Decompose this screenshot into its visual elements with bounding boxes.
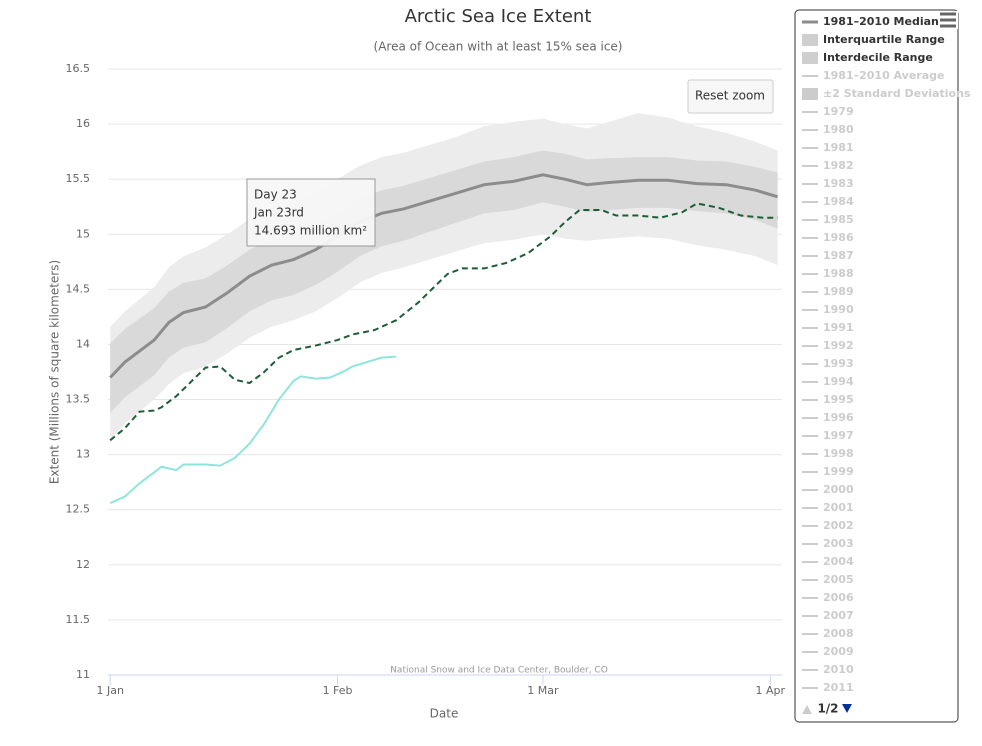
legend-label[interactable]: 1994 bbox=[823, 375, 854, 388]
legend-label[interactable]: 1995 bbox=[823, 393, 854, 406]
y-tick-label: 11.5 bbox=[66, 613, 91, 626]
legend-label[interactable]: 1989 bbox=[823, 285, 854, 298]
legend-label[interactable]: 1998 bbox=[823, 447, 854, 460]
legend-label[interactable]: 2004 bbox=[823, 555, 854, 568]
y-axis-title: Extent (Millions of square kilometers) bbox=[48, 260, 62, 484]
chart-subtitle: (Area of Ocean with at least 15% sea ice… bbox=[374, 40, 623, 54]
legend-label[interactable]: 2007 bbox=[823, 609, 854, 622]
tooltip: Day 23 Jan 23rd 14.693 million km² bbox=[246, 178, 376, 247]
x-tick-label: 1 Apr bbox=[755, 684, 785, 697]
credits: National Snow and Ice Data Center, Bould… bbox=[390, 666, 608, 676]
legend-label[interactable]: 2005 bbox=[823, 573, 854, 586]
reset-zoom-button[interactable]: Reset zoom bbox=[687, 79, 774, 114]
legend-label[interactable]: 1979 bbox=[823, 105, 854, 118]
y-tick-label: 13.5 bbox=[66, 393, 91, 406]
legend-label[interactable]: 2008 bbox=[823, 627, 854, 640]
legend-label[interactable]: 1997 bbox=[823, 429, 854, 442]
legend-label[interactable]: 1981–2010 Median bbox=[823, 15, 939, 28]
legend-label[interactable]: 2000 bbox=[823, 483, 854, 496]
legend-label[interactable]: 1999 bbox=[823, 465, 854, 478]
y-tick-label: 12.5 bbox=[66, 503, 91, 516]
legend-label[interactable]: 1993 bbox=[823, 357, 854, 370]
y-tick-label: 16 bbox=[76, 117, 90, 130]
series-line bbox=[109, 202, 778, 442]
legend-label[interactable]: 1983 bbox=[823, 177, 854, 190]
y-tick-label: 14 bbox=[76, 337, 90, 350]
legend-symbol bbox=[802, 88, 818, 100]
legend-page-down[interactable] bbox=[842, 704, 852, 713]
series-line bbox=[109, 355, 397, 505]
menu-button[interactable] bbox=[938, 11, 958, 29]
legend-label[interactable]: 1988 bbox=[823, 267, 854, 280]
y-tick-label: 16.5 bbox=[66, 62, 91, 75]
legend-label[interactable]: 1991 bbox=[823, 321, 854, 334]
chart-title: Arctic Sea Ice Extent bbox=[405, 6, 592, 27]
x-axis-title: Date bbox=[430, 707, 459, 721]
y-tick-label: 12 bbox=[76, 558, 90, 571]
legend-label[interactable]: 1984 bbox=[823, 195, 854, 208]
legend-label[interactable]: 1981–2010 Average bbox=[823, 69, 945, 82]
y-tick-label: 14.5 bbox=[66, 282, 91, 295]
tooltip-line: Jan 23rd bbox=[253, 206, 304, 220]
legend-label[interactable]: 2003 bbox=[823, 537, 854, 550]
legend-label[interactable]: 1987 bbox=[823, 249, 854, 262]
x-tick-label: 1 Feb bbox=[323, 684, 353, 697]
legend-label[interactable]: 2009 bbox=[823, 645, 854, 658]
range-band bbox=[110, 150, 778, 413]
legend-label[interactable]: ±2 Standard Deviations bbox=[823, 87, 971, 100]
legend-label[interactable]: Interquartile Range bbox=[823, 33, 945, 46]
legend-box bbox=[794, 9, 959, 723]
legend-label[interactable]: Interdecile Range bbox=[823, 51, 933, 64]
legend-label[interactable]: 1990 bbox=[823, 303, 854, 316]
y-tick-label: 15 bbox=[76, 227, 90, 240]
legend-label[interactable]: 1985 bbox=[823, 213, 854, 226]
legend-label[interactable]: 2010 bbox=[823, 663, 854, 676]
legend-label[interactable]: 1982 bbox=[823, 159, 854, 172]
legend-label[interactable]: 1980 bbox=[823, 123, 854, 136]
x-tick-label: 1 Jan bbox=[96, 684, 123, 697]
legend: 1981–2010 Median Interquartile Range Inter… bbox=[802, 15, 971, 694]
legend-symbol bbox=[802, 52, 818, 64]
x-tick-label: 1 Mar bbox=[527, 684, 559, 697]
legend-label[interactable]: 1996 bbox=[823, 411, 854, 424]
button-label[interactable]: Reset zoom bbox=[695, 89, 765, 103]
legend-label[interactable]: 1981 bbox=[823, 141, 854, 154]
legend-label[interactable]: 1986 bbox=[823, 231, 854, 244]
legend-label[interactable]: 1992 bbox=[823, 339, 854, 352]
legend-label[interactable]: 2001 bbox=[823, 501, 854, 514]
tooltip-line: Day 23 bbox=[254, 188, 297, 202]
menu-icon[interactable] bbox=[940, 12, 956, 28]
series-line bbox=[109, 173, 779, 379]
plot-area: 11 11.5 12 12.5 13 13.5 14 14.5 15 15.5 16 16.5 1 Ja… bbox=[66, 62, 786, 697]
y-tick-label: 15.5 bbox=[66, 172, 91, 185]
legend-label[interactable]: 2002 bbox=[823, 519, 854, 532]
tooltip-line: 14.693 million km² bbox=[254, 224, 367, 238]
button-box[interactable] bbox=[687, 79, 774, 114]
y-tick-label: 11 bbox=[76, 668, 90, 681]
legend-label[interactable]: 2011 bbox=[823, 681, 854, 694]
legend-label[interactable]: 2006 bbox=[823, 591, 854, 604]
legend-symbol bbox=[802, 34, 818, 46]
legend-page: 1/2 bbox=[817, 702, 838, 716]
tooltip-box bbox=[246, 178, 376, 247]
y-tick-label: 13 bbox=[76, 448, 90, 461]
legend-page-up[interactable] bbox=[802, 705, 812, 714]
